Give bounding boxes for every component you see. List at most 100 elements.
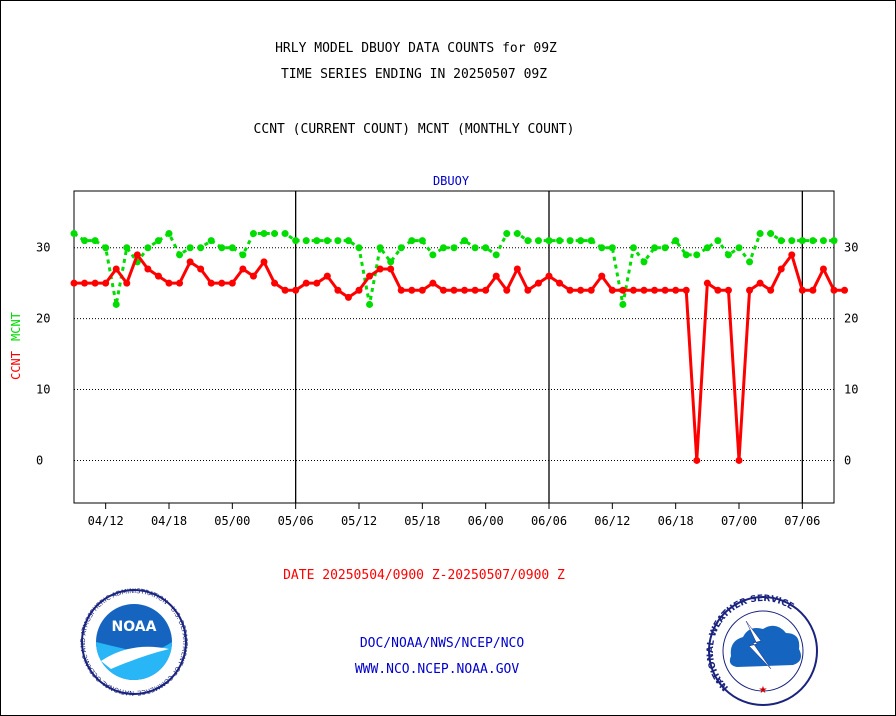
point-ccnt-34 <box>429 279 437 287</box>
point-mcnt-33 <box>418 237 426 245</box>
svg-text:CCNTMCNT: CCNT MCNT <box>9 312 23 380</box>
x-tick-label-11: 07/06 <box>784 514 820 528</box>
point-ccnt-29 <box>376 265 384 273</box>
x-tick-label-6: 06/00 <box>468 514 504 528</box>
point-mcnt-32 <box>408 237 416 245</box>
point-ccnt-27 <box>355 286 363 294</box>
point-ccnt-33 <box>418 286 426 294</box>
y-axis-label-group: CCNT MCNT <box>9 312 23 380</box>
y-tick-left-30: 30 <box>36 241 50 255</box>
plot-border <box>73 190 835 504</box>
point-mcnt-37 <box>461 237 469 245</box>
x-tick-label-7: 06/06 <box>531 514 567 528</box>
point-mcnt-57 <box>672 237 680 245</box>
point-ccnt-68 <box>788 251 796 259</box>
point-ccnt-47 <box>566 286 574 294</box>
point-ccnt-53 <box>629 286 637 294</box>
title-line-2: TIME SERIES ENDING IN 20250507 09Z <box>281 67 547 82</box>
point-mcnt-26 <box>344 237 352 245</box>
point-ccnt-21 <box>292 286 300 294</box>
point-mcnt-25 <box>334 237 342 245</box>
point-mcnt-7 <box>144 244 152 252</box>
series-line-ccnt <box>74 253 845 462</box>
y-tick-left-10: 10 <box>36 383 50 397</box>
point-ccnt-5 <box>123 279 131 287</box>
point-ccnt-58 <box>682 286 690 294</box>
point-mcnt-66 <box>767 230 775 238</box>
point-mcnt-3 <box>102 244 110 252</box>
point-mcnt-39 <box>482 244 490 252</box>
point-ccnt-10 <box>176 279 184 287</box>
point-mcnt-18 <box>260 230 268 238</box>
point-mcnt-44 <box>534 237 542 245</box>
point-ccnt-18 <box>260 258 268 266</box>
point-ccnt-51 <box>608 286 616 294</box>
point-mcnt-30 <box>387 258 395 266</box>
point-mcnt-28 <box>366 300 374 308</box>
point-mcnt-53 <box>629 244 637 252</box>
point-mcnt-70 <box>809 237 817 245</box>
point-mcnt-61 <box>714 237 722 245</box>
point-mcnt-19 <box>271 230 279 238</box>
series-layer <box>70 230 849 464</box>
point-ccnt-11 <box>186 258 194 266</box>
point-mcnt-60 <box>703 244 711 252</box>
y-tick-right-10: 10 <box>844 383 858 397</box>
plot-area: 0 0 10 10 20 20 30 30 04/12 04/18 05/00 05/06 05/12… <box>36 190 858 528</box>
point-mcnt-35 <box>439 244 447 252</box>
point-ccnt-61 <box>714 286 722 294</box>
point-ccnt-44 <box>534 279 542 287</box>
point-ccnt-37 <box>461 286 469 294</box>
point-mcnt-48 <box>577 237 585 245</box>
y-tick-right-30: 30 <box>844 241 858 255</box>
point-mcnt-50 <box>598 244 606 252</box>
x-tick-label-2: 05/00 <box>214 514 250 528</box>
point-mcnt-46 <box>556 237 564 245</box>
point-ccnt-9 <box>165 279 173 287</box>
y-tick-right-0: 0 <box>844 453 851 467</box>
point-ccnt-17 <box>249 272 257 280</box>
point-ccnt-57 <box>672 286 680 294</box>
title-line-1: HRLY MODEL DBUOY DATA COUNTS for 09Z <box>275 41 557 56</box>
point-ccnt-41 <box>503 286 511 294</box>
point-mcnt-15 <box>228 244 236 252</box>
point-ccnt-31 <box>397 286 405 294</box>
point-ccnt-24 <box>323 272 331 280</box>
noaa-logo-text: NOAA <box>112 619 157 635</box>
point-ccnt-49 <box>587 286 595 294</box>
point-ccnt-66 <box>767 286 775 294</box>
chart-title: DBUOY <box>433 174 470 188</box>
point-ccnt-54 <box>640 286 648 294</box>
point-ccnt-52 <box>619 286 627 294</box>
point-mcnt-0 <box>70 230 78 238</box>
point-ccnt-3 <box>102 279 110 287</box>
x-tick-label-9: 06/18 <box>658 514 694 528</box>
point-ccnt-8 <box>154 272 162 280</box>
point-ccnt-0 <box>70 279 78 287</box>
point-mcnt-16 <box>239 251 247 259</box>
footer-link-www[interactable]: WWW.NCO.NCEP.NOAA.GOV <box>355 662 520 677</box>
point-mcnt-47 <box>566 237 574 245</box>
point-mcnt-8 <box>154 237 162 245</box>
point-mcnt-5 <box>123 244 131 252</box>
point-mcnt-59 <box>693 251 701 259</box>
point-ccnt-13 <box>207 279 215 287</box>
x-tick-label-10: 07/00 <box>721 514 757 528</box>
point-ccnt-56 <box>661 286 669 294</box>
point-mcnt-1 <box>81 237 89 245</box>
point-ccnt-4 <box>112 265 120 273</box>
point-mcnt-72 <box>830 237 838 245</box>
point-ccnt-70 <box>809 286 817 294</box>
point-mcnt-68 <box>788 237 796 245</box>
point-ccnt-64 <box>746 286 754 294</box>
point-mcnt-67 <box>777 237 785 245</box>
point-mcnt-42 <box>513 230 521 238</box>
point-ccnt-43 <box>524 286 532 294</box>
y-axis-label-ccnt: CCNT <box>9 351 23 380</box>
footer-link-doc[interactable]: DOC/NOAA/NWS/NCEP/NCO <box>360 636 525 651</box>
point-ccnt-7 <box>144 265 152 273</box>
point-ccnt-72 <box>830 286 838 294</box>
x-axis-label: DATE 20250504/0900 Z-20250507/0900 Z <box>283 568 565 583</box>
point-ccnt-25 <box>334 286 342 294</box>
